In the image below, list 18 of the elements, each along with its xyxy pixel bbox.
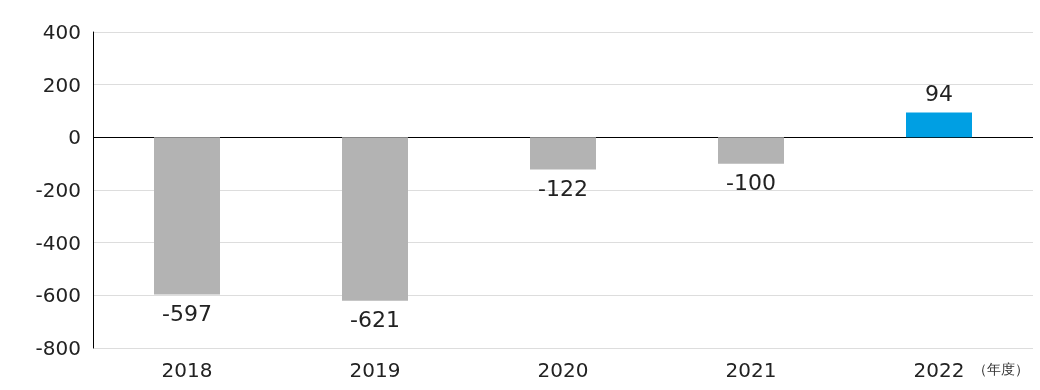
y-tick-label: 400 bbox=[42, 20, 81, 44]
data-label: -621 bbox=[350, 307, 400, 333]
y-tick-label: -600 bbox=[35, 283, 81, 308]
y-tick-label: -400 bbox=[35, 230, 81, 255]
data-label: -597 bbox=[162, 301, 212, 327]
data-label: -122 bbox=[538, 175, 588, 201]
y-tick-label: 200 bbox=[42, 72, 81, 97]
x-axis-title: （年度） bbox=[973, 361, 1029, 377]
x-tick-label: 2021 bbox=[725, 358, 777, 382]
x-tick-label: 2019 bbox=[349, 358, 401, 382]
data-label: 94 bbox=[925, 81, 953, 107]
y-tick-label: -200 bbox=[35, 178, 81, 202]
x-tick-label: 2020 bbox=[537, 358, 589, 382]
y-tick-label: -800 bbox=[35, 336, 81, 360]
x-tick-label: 2022 bbox=[913, 358, 965, 382]
x-tick-label: 2018 bbox=[161, 358, 213, 382]
data-label: -100 bbox=[726, 170, 776, 196]
y-tick-label: 0 bbox=[68, 125, 81, 150]
